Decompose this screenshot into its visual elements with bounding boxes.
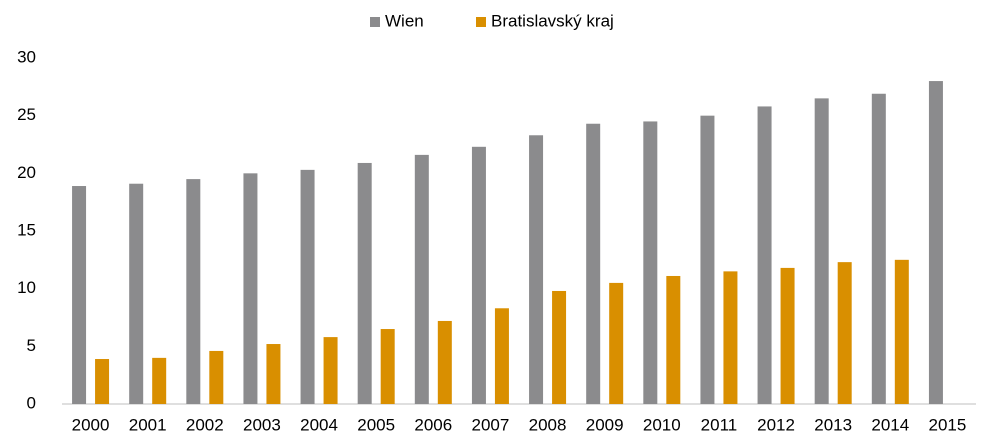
x-tick-label: 2011	[701, 415, 738, 434]
x-tick-label: 2006	[414, 415, 452, 434]
x-tick-label: 2005	[357, 415, 395, 434]
bar	[152, 357, 167, 404]
bar	[609, 282, 624, 404]
bar	[928, 81, 943, 405]
x-tick-label: 2010	[643, 415, 681, 434]
x-tick-label: 2013	[814, 415, 852, 434]
x-tick-label: 2003	[243, 415, 281, 434]
legend-swatch	[476, 17, 486, 27]
x-tick-label: 2000	[72, 415, 110, 434]
bar	[95, 359, 110, 404]
y-tick-label: 25	[17, 105, 36, 124]
y-tick-label: 0	[27, 393, 36, 412]
legend-label: Bratislavský kraj	[491, 11, 614, 30]
bar	[586, 123, 601, 405]
x-tick-label: 2012	[757, 415, 795, 434]
bar	[643, 121, 658, 404]
x-tick-label: 2002	[186, 415, 224, 434]
bar	[529, 135, 544, 405]
bar	[209, 350, 224, 404]
y-tick-label: 10	[17, 278, 36, 297]
bar	[871, 93, 886, 405]
bar	[380, 329, 395, 404]
y-tick-label: 15	[17, 220, 36, 239]
bar	[471, 146, 486, 404]
y-tick-label: 5	[27, 336, 36, 355]
bar	[72, 186, 87, 404]
legend-label: Wien	[385, 11, 424, 30]
bar	[437, 320, 452, 404]
bar	[266, 344, 281, 404]
bar	[357, 162, 372, 404]
bar	[757, 106, 772, 404]
bar	[780, 267, 795, 404]
bar	[300, 169, 315, 404]
bar	[837, 262, 852, 404]
y-tick-label: 20	[17, 163, 36, 182]
bar	[129, 183, 144, 404]
bar	[186, 179, 201, 404]
bar	[814, 98, 829, 404]
bar	[243, 173, 258, 404]
x-tick-label: 2015	[929, 415, 967, 434]
y-tick-label: 30	[17, 47, 36, 66]
x-tick-label: 2001	[129, 415, 167, 434]
bar	[414, 154, 429, 404]
bar	[494, 308, 509, 404]
bar	[552, 290, 567, 404]
x-tick-label: 2014	[871, 415, 909, 434]
bar	[666, 275, 681, 404]
legend-swatch	[370, 17, 380, 27]
x-tick-label: 2008	[529, 415, 567, 434]
bar	[323, 337, 338, 404]
bar	[700, 115, 715, 405]
x-tick-label: 2004	[300, 415, 338, 434]
bar	[894, 259, 909, 404]
x-tick-label: 2007	[472, 415, 510, 434]
x-tick-label: 2009	[586, 415, 624, 434]
bar	[723, 271, 738, 404]
